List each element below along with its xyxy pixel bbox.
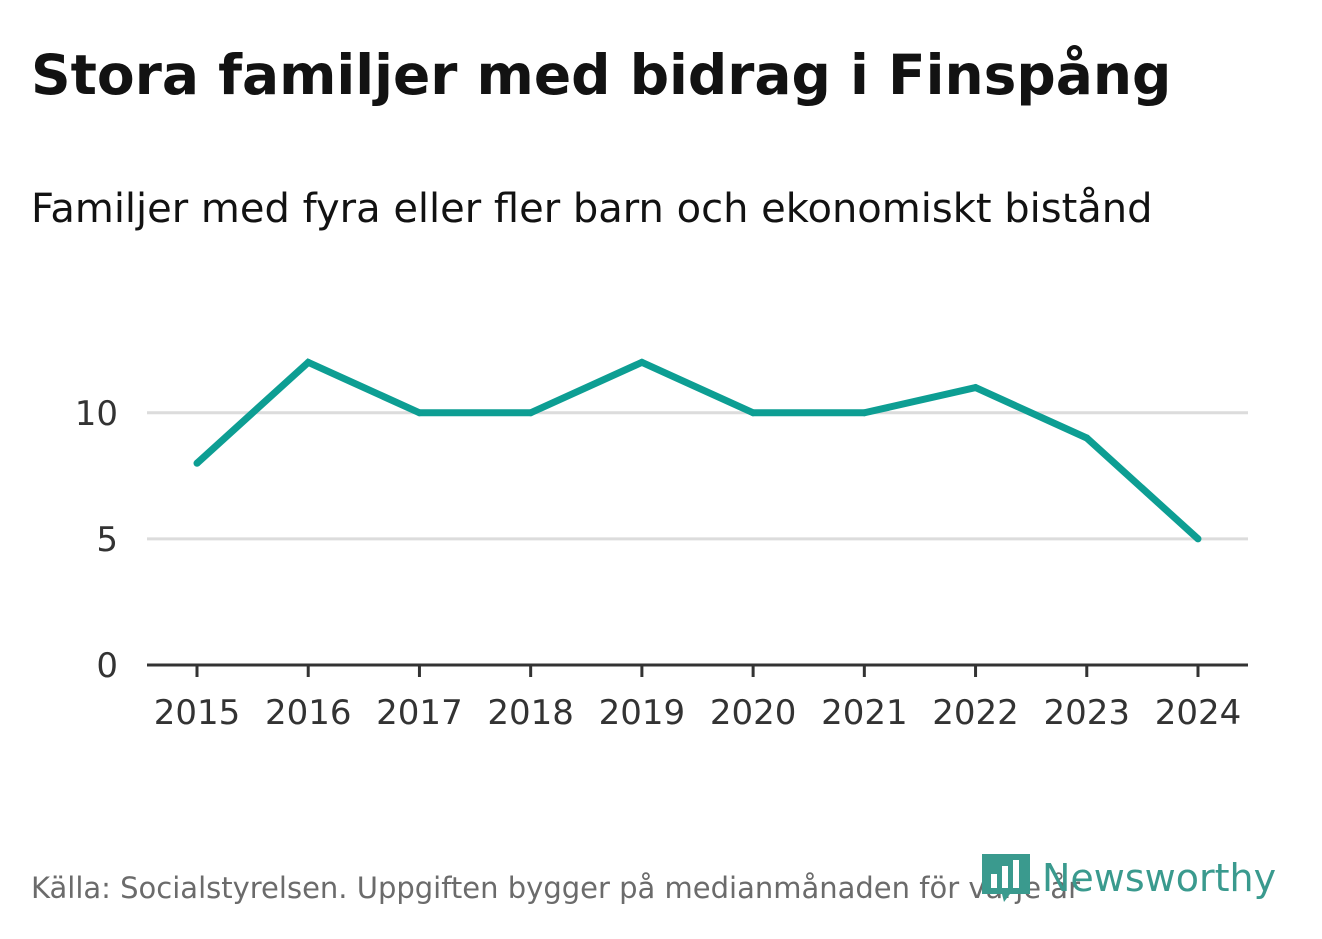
- x-tick-label: 2015: [154, 693, 241, 733]
- brand-name: Newsworthy: [1042, 856, 1277, 900]
- x-axis: [147, 663, 1248, 677]
- data-point: [749, 409, 757, 417]
- x-tick-label: 2016: [265, 693, 352, 733]
- data-point: [527, 409, 535, 417]
- source-note: Källa: Socialstyrelsen. Uppgiften bygger…: [31, 871, 1080, 905]
- brand-logo[interactable]: Newsworthy: [982, 848, 1276, 908]
- gridlines: [147, 411, 1248, 541]
- x-tick-label: 2021: [821, 693, 908, 733]
- line-chart: 0 5 10 2015 2016 2017 2018 2019 2020 2021 2022 202…: [75, 358, 1248, 733]
- newsworthy-logo-icon: [982, 854, 1030, 902]
- data-point: [304, 358, 312, 366]
- y-tick-label: 10: [75, 394, 118, 434]
- data-point: [1083, 434, 1091, 442]
- data-point: [972, 384, 980, 392]
- x-axis-tick-labels: 2015 2016 2017 2018 2019 2020 2021 2022 2023 2024: [154, 693, 1242, 733]
- x-tick-label: 2019: [599, 693, 686, 733]
- x-tick-label: 2022: [932, 693, 1019, 733]
- data-point: [193, 459, 201, 467]
- y-axis-tick-labels: 0 5 10: [75, 394, 118, 686]
- series-line: [194, 358, 1201, 542]
- chart-subtitle: Familjer med fyra eller fler barn och ek…: [31, 186, 1153, 232]
- y-tick-label: 0: [96, 646, 118, 686]
- x-tick-label: 2018: [487, 693, 574, 733]
- data-point: [860, 409, 868, 417]
- data-point: [415, 409, 423, 417]
- data-point: [1194, 535, 1202, 543]
- x-tick-label: 2017: [376, 693, 463, 733]
- chart-title: Stora familjer med bidrag i Finspång: [31, 43, 1172, 107]
- series-lines: [193, 358, 1202, 543]
- x-tick-label: 2020: [710, 693, 797, 733]
- y-tick-label: 5: [96, 520, 118, 560]
- x-tick-label: 2024: [1155, 693, 1242, 733]
- data-point: [638, 358, 646, 366]
- x-tick-label: 2023: [1044, 693, 1131, 733]
